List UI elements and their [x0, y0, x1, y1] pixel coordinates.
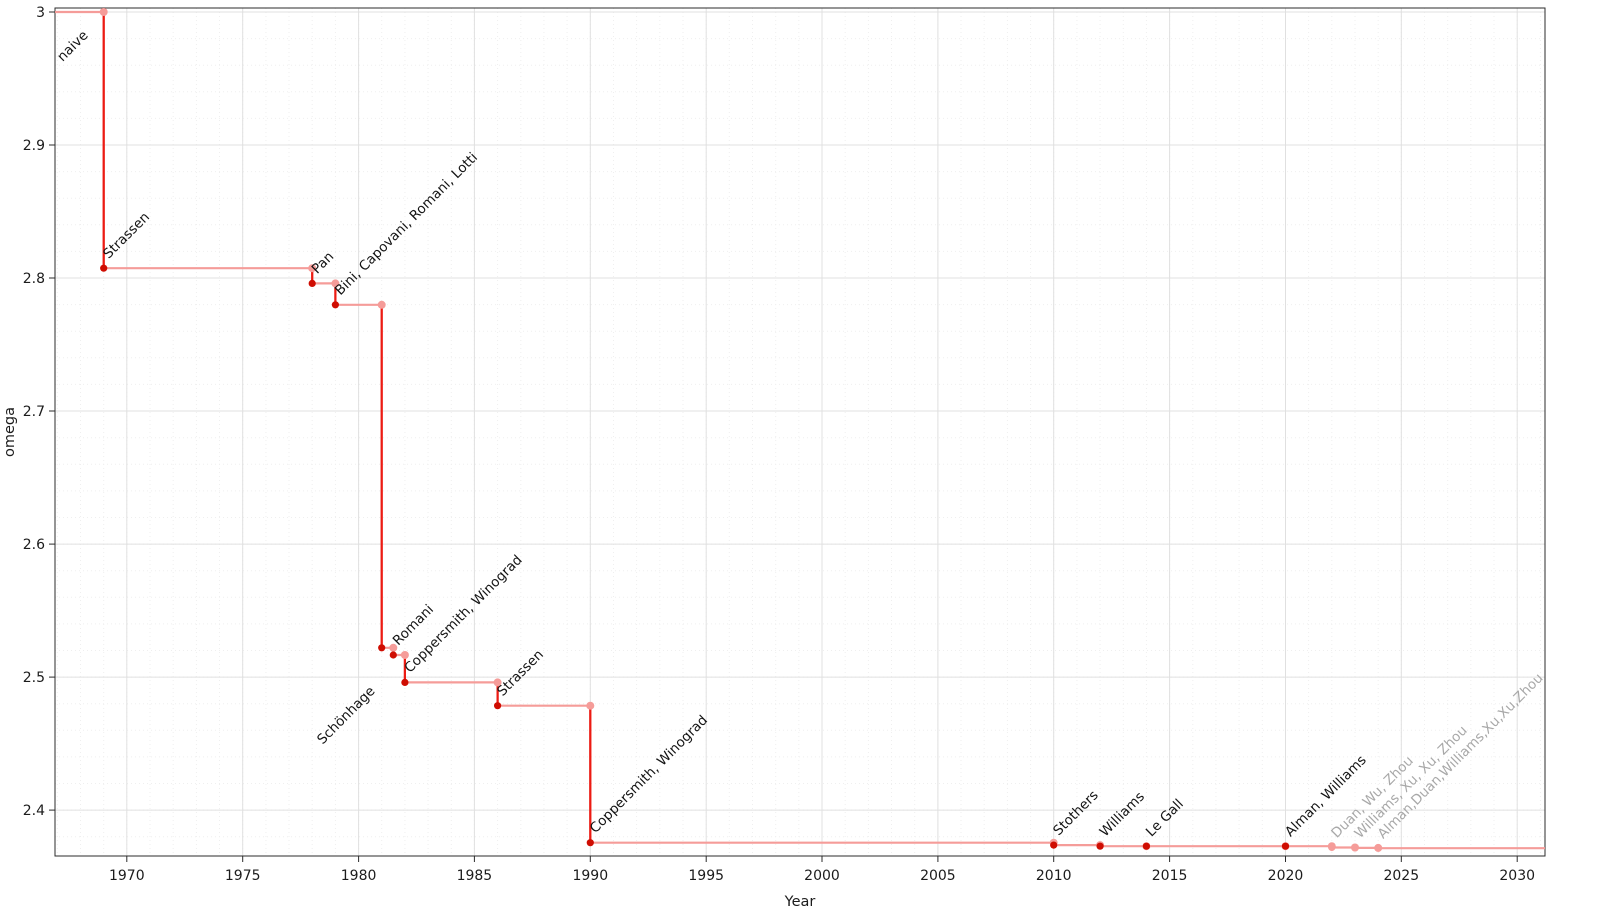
x-tick-label: 1970: [109, 868, 145, 884]
y-tick-label: 3: [36, 5, 45, 21]
minor-gridlines: [55, 8, 1545, 856]
y-tick-label: 2.7: [23, 404, 45, 420]
point-label: Stothers: [1050, 787, 1102, 839]
corner-marker: [331, 279, 340, 288]
point-marker: [389, 651, 397, 659]
major-gridlines: [55, 8, 1545, 856]
corner-marker: [586, 701, 595, 710]
x-tick-label: 2025: [1383, 868, 1419, 884]
corner-marker: [377, 300, 386, 309]
x-tick-label: 1980: [341, 868, 377, 884]
x-tick-label: 2010: [1036, 868, 1072, 884]
point-marker: [1351, 844, 1359, 852]
point-marker: [1096, 842, 1104, 850]
step-line: [55, 10, 1545, 850]
corner-marker: [99, 8, 108, 16]
corner-marker: [400, 651, 409, 659]
point-label: Coppersmith, Winograd: [587, 712, 711, 836]
x-axis-label: Year: [784, 894, 816, 910]
point-marker: [1281, 842, 1290, 850]
plot-frame: [54, 7, 1546, 857]
x-tick-label: 2020: [1268, 868, 1304, 884]
y-tick-label: 2.6: [23, 537, 45, 553]
x-tick-label: 2000: [804, 868, 840, 884]
point-label: Williams: [1097, 789, 1148, 840]
y-axis-label: omega: [2, 407, 18, 457]
x-tick-label: 1985: [457, 868, 493, 884]
point-marker: [586, 839, 594, 847]
x-tick-label: 1995: [688, 868, 724, 884]
axis-ticks: 1970 1975 1980 1985 1990 1995 2000 2005 2010 2015…: [23, 5, 1535, 884]
x-tick-label: 2005: [920, 868, 956, 884]
point-marker: [1374, 844, 1382, 852]
point-label: naive: [54, 28, 91, 65]
point-label: Williams, Xu, Xu, Zhou: [1352, 723, 1471, 842]
y-tick-label: 2.5: [23, 670, 45, 686]
point-marker: [1328, 843, 1336, 852]
point-label: Strassen: [494, 647, 547, 700]
plot-border: [54, 7, 1546, 857]
point-marker: [100, 264, 108, 272]
point-marker: [1142, 842, 1150, 850]
x-tick-label: 2030: [1499, 868, 1535, 884]
data-markers: [99, 8, 1383, 852]
corner-marker: [389, 643, 398, 652]
y-tick-label: 2.9: [23, 138, 45, 154]
x-tick-label: 1975: [225, 868, 261, 884]
point-marker: [401, 678, 409, 687]
point-marker: [331, 301, 339, 309]
point-marker: [308, 279, 316, 287]
x-tick-label: 2015: [1152, 868, 1188, 884]
point-marker: [494, 702, 502, 710]
corner-marker: [493, 678, 502, 687]
point-label: Schönhage: [314, 683, 378, 747]
point-label: Bini, Capovani, Romani, Lotti: [332, 150, 481, 299]
point-marker: [378, 644, 386, 652]
point-label: Le Gall: [1143, 796, 1187, 840]
corner-marker: [308, 264, 317, 273]
y-tick-label: 2.4: [23, 803, 45, 819]
point-marker: [1050, 841, 1058, 849]
step-series: [55, 10, 1545, 850]
x-tick-label: 1990: [572, 868, 608, 884]
point-label: Alman,Duan,Williams,Xu,Xu,Zhou: [1375, 670, 1547, 842]
y-tick-label: 2.8: [23, 271, 45, 287]
